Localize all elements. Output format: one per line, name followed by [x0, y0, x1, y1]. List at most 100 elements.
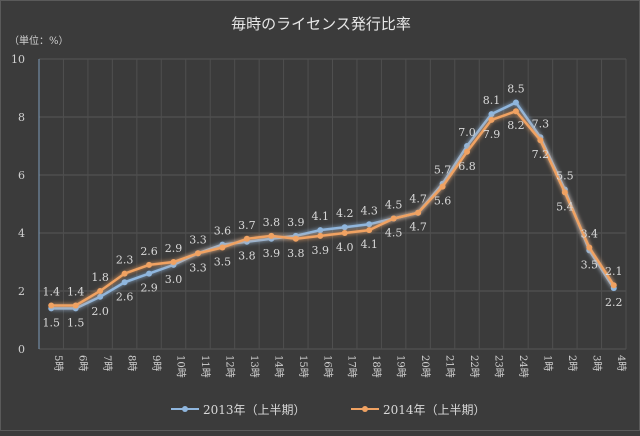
data-point: [341, 224, 348, 231]
data-point: [317, 227, 324, 234]
data-label: 2.6: [140, 245, 158, 258]
data-point: [121, 270, 128, 277]
data-label: 8.1: [483, 94, 501, 107]
x-tick-label: 18時: [370, 355, 382, 378]
y-tick-label: 2: [18, 285, 25, 298]
data-label: 8.5: [507, 83, 525, 96]
x-tick-label: 19時: [395, 355, 407, 378]
data-point: [488, 116, 495, 123]
legend-label: 2013年（上半期）: [203, 403, 306, 417]
data-label: 8.2: [507, 119, 525, 132]
data-point: [537, 137, 544, 144]
x-tick-label: 12時: [223, 355, 235, 378]
x-tick-label: 20時: [419, 355, 431, 378]
x-tick-label: 10時: [175, 355, 187, 378]
data-label: 3.4: [581, 228, 599, 241]
data-label: 7.0: [458, 126, 476, 139]
data-label: 7.3: [532, 117, 550, 130]
data-label: 1.4: [42, 286, 60, 299]
data-point: [72, 302, 79, 309]
data-label: 2.9: [165, 242, 183, 255]
data-label: 1.8: [91, 271, 109, 284]
x-tick-label: 13時: [248, 355, 260, 378]
chart-title: 毎時のライセンス発行比率: [231, 15, 411, 33]
legend-label: 2014年（上半期）: [383, 403, 486, 417]
x-tick-label: 1時: [541, 355, 553, 371]
data-point: [146, 270, 153, 277]
data-label: 2.9: [140, 282, 158, 295]
unit-label: （単位：%）: [9, 34, 69, 47]
data-point: [170, 259, 177, 265]
data-label: 6.8: [458, 160, 476, 173]
data-point: [121, 279, 128, 286]
data-label: 3.9: [287, 216, 305, 229]
x-tick-label: 22時: [468, 355, 480, 378]
data-label: 4.7: [409, 193, 427, 206]
x-tick-label: 11時: [199, 355, 211, 378]
data-point: [464, 148, 471, 155]
x-tick-label: 5時: [52, 355, 64, 371]
data-point: [97, 293, 104, 300]
data-point: [464, 143, 471, 149]
data-label: 2.3: [116, 254, 134, 267]
data-label: 5.4: [556, 200, 574, 213]
data-label: 5.6: [434, 195, 452, 208]
x-tick-label: 23時: [492, 355, 504, 378]
x-tick-label: 15時: [297, 355, 309, 378]
y-tick-label: 0: [18, 343, 25, 356]
x-tick-label: 17時: [346, 355, 358, 378]
data-label: 2.2: [605, 296, 623, 309]
data-point: [390, 215, 397, 222]
data-point: [366, 221, 373, 228]
data-label: 3.8: [287, 247, 305, 260]
x-tick-label: 4時: [615, 355, 627, 371]
legend-marker: [182, 406, 188, 412]
y-tick-label: 4: [18, 227, 25, 240]
data-label: 3.0: [165, 273, 183, 286]
x-tick-label: 8時: [126, 355, 138, 371]
x-tick-label: 2時: [566, 355, 578, 371]
data-point: [97, 288, 104, 294]
data-label: 5.5: [556, 170, 574, 183]
data-point: [415, 209, 422, 216]
data-point: [610, 282, 617, 289]
data-label: 3.3: [189, 233, 207, 246]
data-label: 2.1: [605, 265, 623, 278]
data-label: 4.7: [409, 221, 427, 234]
x-tick-label: 6時: [77, 355, 89, 371]
y-tick-label: 8: [18, 111, 25, 124]
data-point: [317, 232, 324, 239]
x-tick-label: 21時: [444, 355, 456, 378]
data-label: 2.0: [91, 305, 109, 318]
data-label: 5.7: [434, 164, 452, 177]
data-label: 1.5: [67, 316, 85, 329]
data-label: 7.9: [483, 128, 501, 141]
x-tick-label: 14時: [272, 355, 284, 378]
data-label: 3.8: [238, 250, 256, 263]
data-label: 3.9: [263, 247, 281, 260]
y-tick-label: 6: [18, 169, 25, 182]
data-point: [146, 261, 153, 268]
legend-marker: [362, 406, 368, 412]
data-label: 4.5: [385, 199, 403, 212]
data-label: 3.9: [312, 244, 330, 257]
data-point: [48, 302, 55, 309]
data-label: 4.1: [360, 238, 378, 251]
data-point: [268, 232, 275, 239]
data-point: [512, 99, 519, 106]
data-point: [561, 189, 568, 196]
data-point: [586, 244, 593, 251]
data-label: 3.8: [263, 216, 281, 229]
data-label: 1.5: [42, 316, 60, 329]
series-line-2: [51, 109, 615, 307]
data-point: [341, 230, 348, 236]
data-label: 2.6: [116, 290, 134, 303]
data-label: 4.1: [312, 210, 330, 223]
data-point: [194, 250, 201, 257]
x-tick-label: 9時: [150, 355, 162, 371]
series-line-1: [51, 100, 615, 310]
data-point: [219, 244, 226, 251]
data-point: [366, 227, 373, 234]
data-label: 3.5: [581, 258, 599, 271]
